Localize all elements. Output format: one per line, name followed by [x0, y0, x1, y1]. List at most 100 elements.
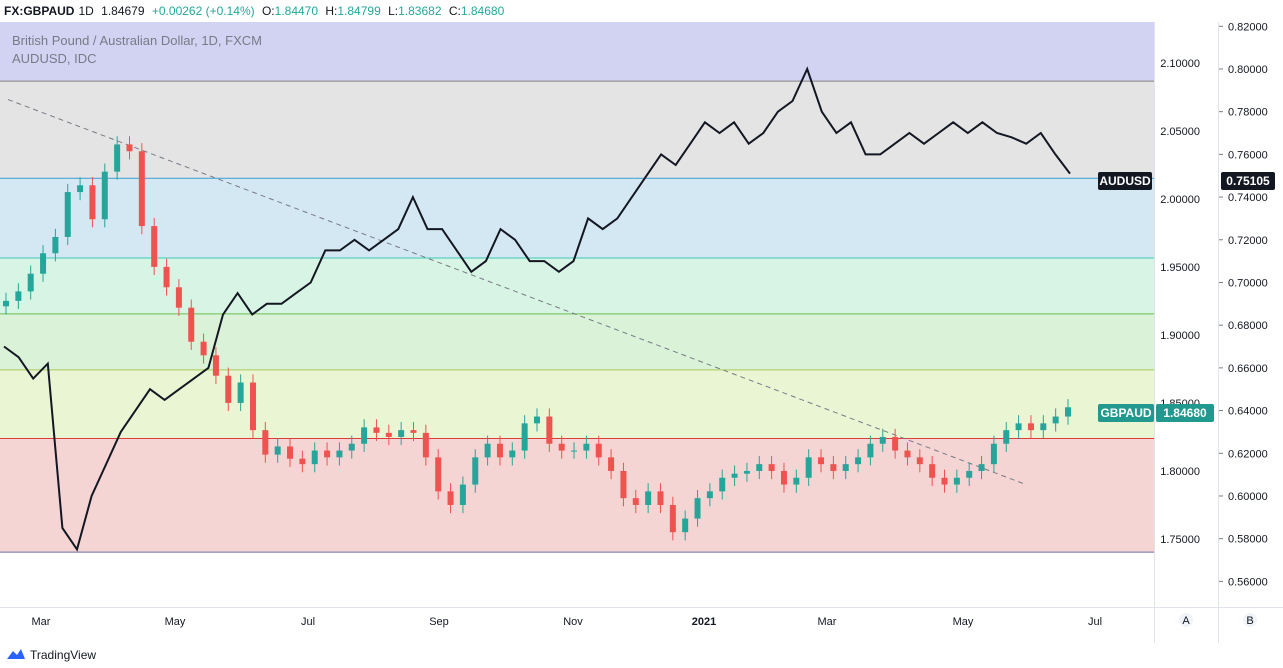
candle-body [953, 477, 960, 485]
candle-body [805, 457, 812, 478]
right-tick-label: 0.78000 [1228, 107, 1268, 119]
candle-body [904, 450, 911, 458]
right-tick-label: 0.64000 [1228, 406, 1268, 418]
candle-body [287, 446, 294, 459]
candle-body [521, 423, 528, 451]
candle-body [311, 450, 318, 465]
fib-zone [0, 177, 1154, 258]
low-value: 1.83682 [398, 4, 442, 18]
candle-body [694, 498, 701, 519]
candle-body [546, 416, 553, 444]
candle-body [990, 443, 997, 465]
candle-body [534, 416, 540, 424]
gbpaud-price-scale[interactable]: 2.100002.050002.000001.950001.900001.850… [1160, 58, 1200, 546]
gbpaud-candles [3, 136, 1071, 541]
candle-body [1003, 430, 1010, 444]
candle-body [472, 457, 479, 485]
fib-zone [0, 22, 1154, 81]
time-scale[interactable]: Mar May Jul Sep Nov 2021 Mar May Jul [32, 616, 1103, 628]
right-tick-label: 0.70000 [1228, 277, 1268, 289]
right-tick-label: 0.82000 [1228, 22, 1268, 33]
candle-body [768, 464, 775, 471]
candle-body [780, 470, 787, 485]
candle-body [138, 151, 145, 227]
right-tick-label: 0.76000 [1228, 149, 1268, 161]
low-label: L: [388, 4, 399, 18]
candle-body [336, 450, 343, 458]
left-tick-label: 1.75000 [1160, 534, 1200, 546]
time-tick-label: Sep [429, 616, 449, 628]
left-tick-label: 2.00000 [1160, 194, 1200, 206]
brand-name[interactable]: TradingView [30, 648, 97, 662]
candle-body [1052, 416, 1059, 424]
candle-body [299, 458, 306, 465]
candle-body [916, 457, 923, 465]
candle-body [212, 355, 219, 376]
scale-b-text: B [1246, 615, 1253, 627]
fib-zone [0, 369, 1154, 439]
candle-body [1027, 423, 1034, 431]
candle-body [373, 427, 380, 433]
left-tick-label: 1.95000 [1160, 262, 1200, 274]
gbpaud-label-badge: GBPAUD [1098, 404, 1154, 422]
candle-body [324, 450, 331, 458]
chart-legend: British Pound / Australian Dollar, 1D, F… [12, 33, 262, 66]
candle-body [249, 382, 256, 431]
audusd-label-badge: AUDUSD [1098, 172, 1152, 190]
candle-body [361, 427, 368, 444]
candle-body [1040, 423, 1047, 431]
price-change: +0.00262 (+0.14%) [151, 4, 255, 18]
candle-body [126, 144, 133, 152]
candle-body [657, 491, 664, 505]
scale-button-a[interactable]: A [1179, 613, 1193, 627]
price-chart[interactable]: British Pound / Australian Dollar, 1D, F… [0, 22, 1283, 643]
candle-body [818, 457, 825, 465]
gbpaud-price-text: 1.84680 [1163, 406, 1207, 420]
candle-body [892, 436, 899, 451]
scale-a-text: A [1182, 615, 1190, 627]
right-tick-label: 0.56000 [1228, 576, 1268, 588]
candle-body [842, 464, 849, 471]
scale-button-b[interactable]: B [1243, 613, 1257, 627]
candle-body [1065, 407, 1071, 417]
candle-body [151, 226, 158, 267]
candle-body [867, 443, 874, 458]
gbpaud-badge-text: GBPAUD [1100, 406, 1151, 420]
candle-body [731, 473, 738, 478]
audusd-price-scale[interactable]: 0.82000 0.80000 0.78000 0.76000 0.74000 0.720… [1219, 22, 1268, 588]
candle-body [447, 491, 454, 505]
footer-brand: TradingView [0, 643, 300, 667]
fib-zones [0, 22, 1154, 552]
candle-body [225, 375, 232, 403]
candle-body [719, 477, 726, 492]
symbol-header: FX:GBPAUD 1D 1.84679 +0.00262 (+0.14%) O:… [0, 0, 1283, 22]
time-tick-label: Jul [301, 616, 315, 628]
candle-body [682, 518, 689, 533]
tradingview-logo-icon[interactable] [6, 644, 26, 668]
candle-body [496, 443, 503, 458]
interval[interactable]: 1D [78, 4, 94, 18]
right-tick-label: 0.66000 [1228, 363, 1268, 375]
candle-body [398, 430, 405, 437]
time-tick-label: May [953, 616, 974, 628]
close-label: C: [448, 4, 461, 18]
trend-line[interactable] [7, 99, 1027, 486]
candle-body [793, 477, 800, 485]
right-tick-label: 0.74000 [1228, 192, 1268, 204]
time-tick-label: Nov [563, 616, 583, 628]
symbol-name[interactable]: FX:GBPAUD [4, 4, 75, 18]
candle-body [274, 446, 281, 455]
right-tick-label: 0.58000 [1228, 534, 1268, 546]
time-tick-label: May [165, 616, 186, 628]
high-label: H: [325, 4, 338, 18]
candle-body [385, 432, 392, 437]
candle-body [410, 430, 417, 433]
audusd-series-line [3, 66, 1071, 552]
candle-body [40, 253, 47, 274]
candle-body [743, 470, 750, 474]
candle-body [595, 443, 602, 458]
candle-body [571, 450, 578, 452]
audusd-price-text: 0.75105 [1226, 174, 1270, 188]
right-tick-label: 0.72000 [1228, 235, 1268, 247]
candle-body [608, 457, 615, 471]
